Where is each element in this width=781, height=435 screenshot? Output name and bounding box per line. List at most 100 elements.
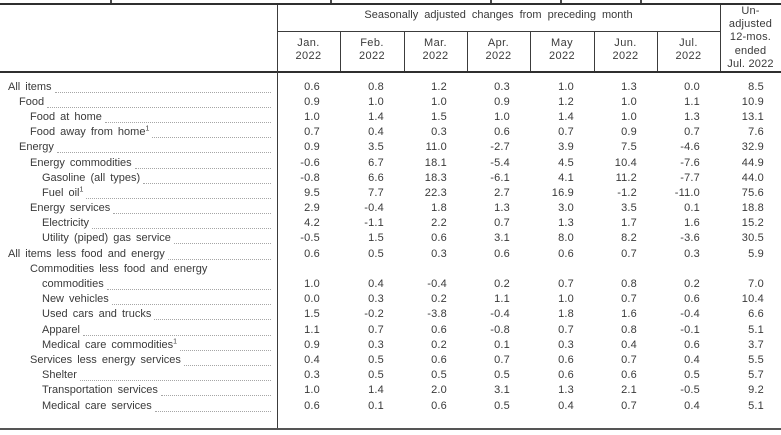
table-row: Transportation services 1.0 1.4 2.0 3.1 1.3 2… [0,383,781,398]
value-cell: 0.4 [304,353,320,366]
table-row: Used cars and trucks 1.5 -0.2 -3.8 -0.4 1.8 1… [0,307,781,322]
value-cell: 0.1 [494,338,510,351]
value-cell: 0.5 [431,369,447,382]
value-cell: 5.1 [748,399,764,412]
value-cell: 0.9 [304,338,320,351]
value-cell: 0.5 [684,369,700,382]
header-subdivider-rule [277,31,720,32]
dot-leader [160,384,271,397]
value-cell: 22.3 [424,186,447,199]
dot-leader [180,339,271,351]
dot-leader [92,217,271,230]
value-cell: 0.6 [621,369,637,382]
value-cell: 10.4 [741,293,764,306]
row-label: Transportation services [42,384,158,397]
value-cell: 8.0 [558,232,574,245]
value-cell: 1.0 [304,110,320,123]
row-stub: Fuel oil1 [0,185,277,200]
row-stub: New vehicles [0,292,277,307]
value-cell: 0.3 [684,247,700,260]
value-cell: 3.5 [368,141,384,154]
table-row: Electricity 4.2 -1.1 2.2 0.7 1.3 1.7 1.6 15.2 [0,216,781,231]
value-cell: 0.6 [684,293,700,306]
row-label: Shelter [42,369,77,382]
row-stub: commodities [0,276,277,291]
value-cell: 0.6 [304,399,320,412]
value-cell: 0.0 [304,293,320,306]
dot-leader [183,354,271,366]
row-values: 0.9 3.5 11.0 -2.7 3.9 7.5 -4.6 32.9 [277,140,781,155]
value-cell: 0.7 [621,293,637,306]
value-cell: 0.3 [558,338,574,351]
value-cell: 4.1 [558,171,574,184]
value-cell: 1.1 [304,323,320,336]
row-values: 0.0 0.3 0.2 1.1 1.0 0.7 0.6 10.4 [277,292,781,307]
unadjusted-header-line: Jul. 2022 [727,57,774,70]
value-cell: 0.7 [621,247,637,260]
row-stub: All items [0,79,277,94]
value-cell: 0.2 [684,278,700,291]
table-bottom-rule [0,428,781,430]
dot-leader [134,157,271,169]
value-cell: 1.1 [684,95,700,108]
value-cell: 0.7 [494,353,510,366]
row-values: 1.5 -0.2 -3.8 -0.4 1.8 1.6 -0.4 6.6 [277,307,781,322]
value-cell: 0.7 [558,278,574,291]
row-stub: Food away from home1 [0,125,277,140]
month-header-cell: Jun. 2022 [594,37,657,71]
month-label: Feb. [360,37,384,49]
row-label: Fuel oil1 [42,186,84,199]
value-cell: 32.9 [741,141,764,154]
row-values: 0.9 0.3 0.2 0.1 0.3 0.4 0.6 3.7 [277,337,781,352]
value-cell: 7.0 [748,278,764,291]
value-cell: 3.9 [558,141,574,154]
value-cell: -7.6 [680,156,700,169]
value-cell: 1.4 [558,110,574,123]
value-cell: 1.8 [431,202,447,215]
month-column-divider [340,32,341,71]
seasonally-adjusted-header: Seasonally adjusted changes from precedi… [364,9,633,21]
value-cell: 0.7 [368,323,384,336]
value-cell: 18.8 [741,202,764,215]
row-label: Services less energy services [30,353,181,366]
value-cell: 1.5 [368,232,384,245]
value-cell: 15.2 [741,217,764,230]
value-cell: 0.6 [304,247,320,260]
month-header-cell: Feb. 2022 [340,37,404,71]
value-cell: 10.9 [741,95,764,108]
value-cell: 0.9 [494,95,510,108]
value-cell: 1.0 [621,110,637,123]
value-cell: 0.6 [431,232,447,245]
cropped-text-fragment [560,0,562,3]
value-cell: 8.2 [621,232,637,245]
year-label: 2022 [675,49,702,62]
value-cell: 0.7 [304,126,320,139]
year-label: 2022 [612,49,639,62]
row-values: -0.5 1.5 0.6 3.1 8.0 8.2 -3.6 30.5 [277,231,781,246]
dot-leader [111,293,271,306]
value-cell: 0.7 [558,126,574,139]
dot-leader [104,111,271,123]
value-cell: 0.8 [621,278,637,291]
value-cell: 0.3 [368,338,384,351]
value-cell: 0.7 [494,217,510,230]
value-cell: 0.4 [684,353,700,366]
row-label: commodities [42,278,104,291]
row-stub: Apparel [0,322,277,337]
month-label: May [551,37,573,49]
value-cell: 0.6 [494,126,510,139]
value-cell: 0.6 [558,369,574,382]
row-stub: Energy commodities [0,155,277,170]
value-cell: -11.0 [674,186,700,199]
month-label: Mar. [424,37,447,49]
value-cell: 1.5 [304,308,320,321]
value-cell: 1.0 [558,80,574,93]
value-cell: 0.2 [431,293,447,306]
month-column-divider [657,32,658,71]
value-cell: 0.9 [621,126,637,139]
value-cell: 1.2 [558,95,574,108]
row-values: -0.6 6.7 18.1 -5.4 4.5 10.4 -7.6 44.9 [277,155,781,170]
value-cell: 11.0 [425,141,447,154]
year-label: 2022 [485,49,512,62]
value-cell: 13.1 [741,110,764,123]
